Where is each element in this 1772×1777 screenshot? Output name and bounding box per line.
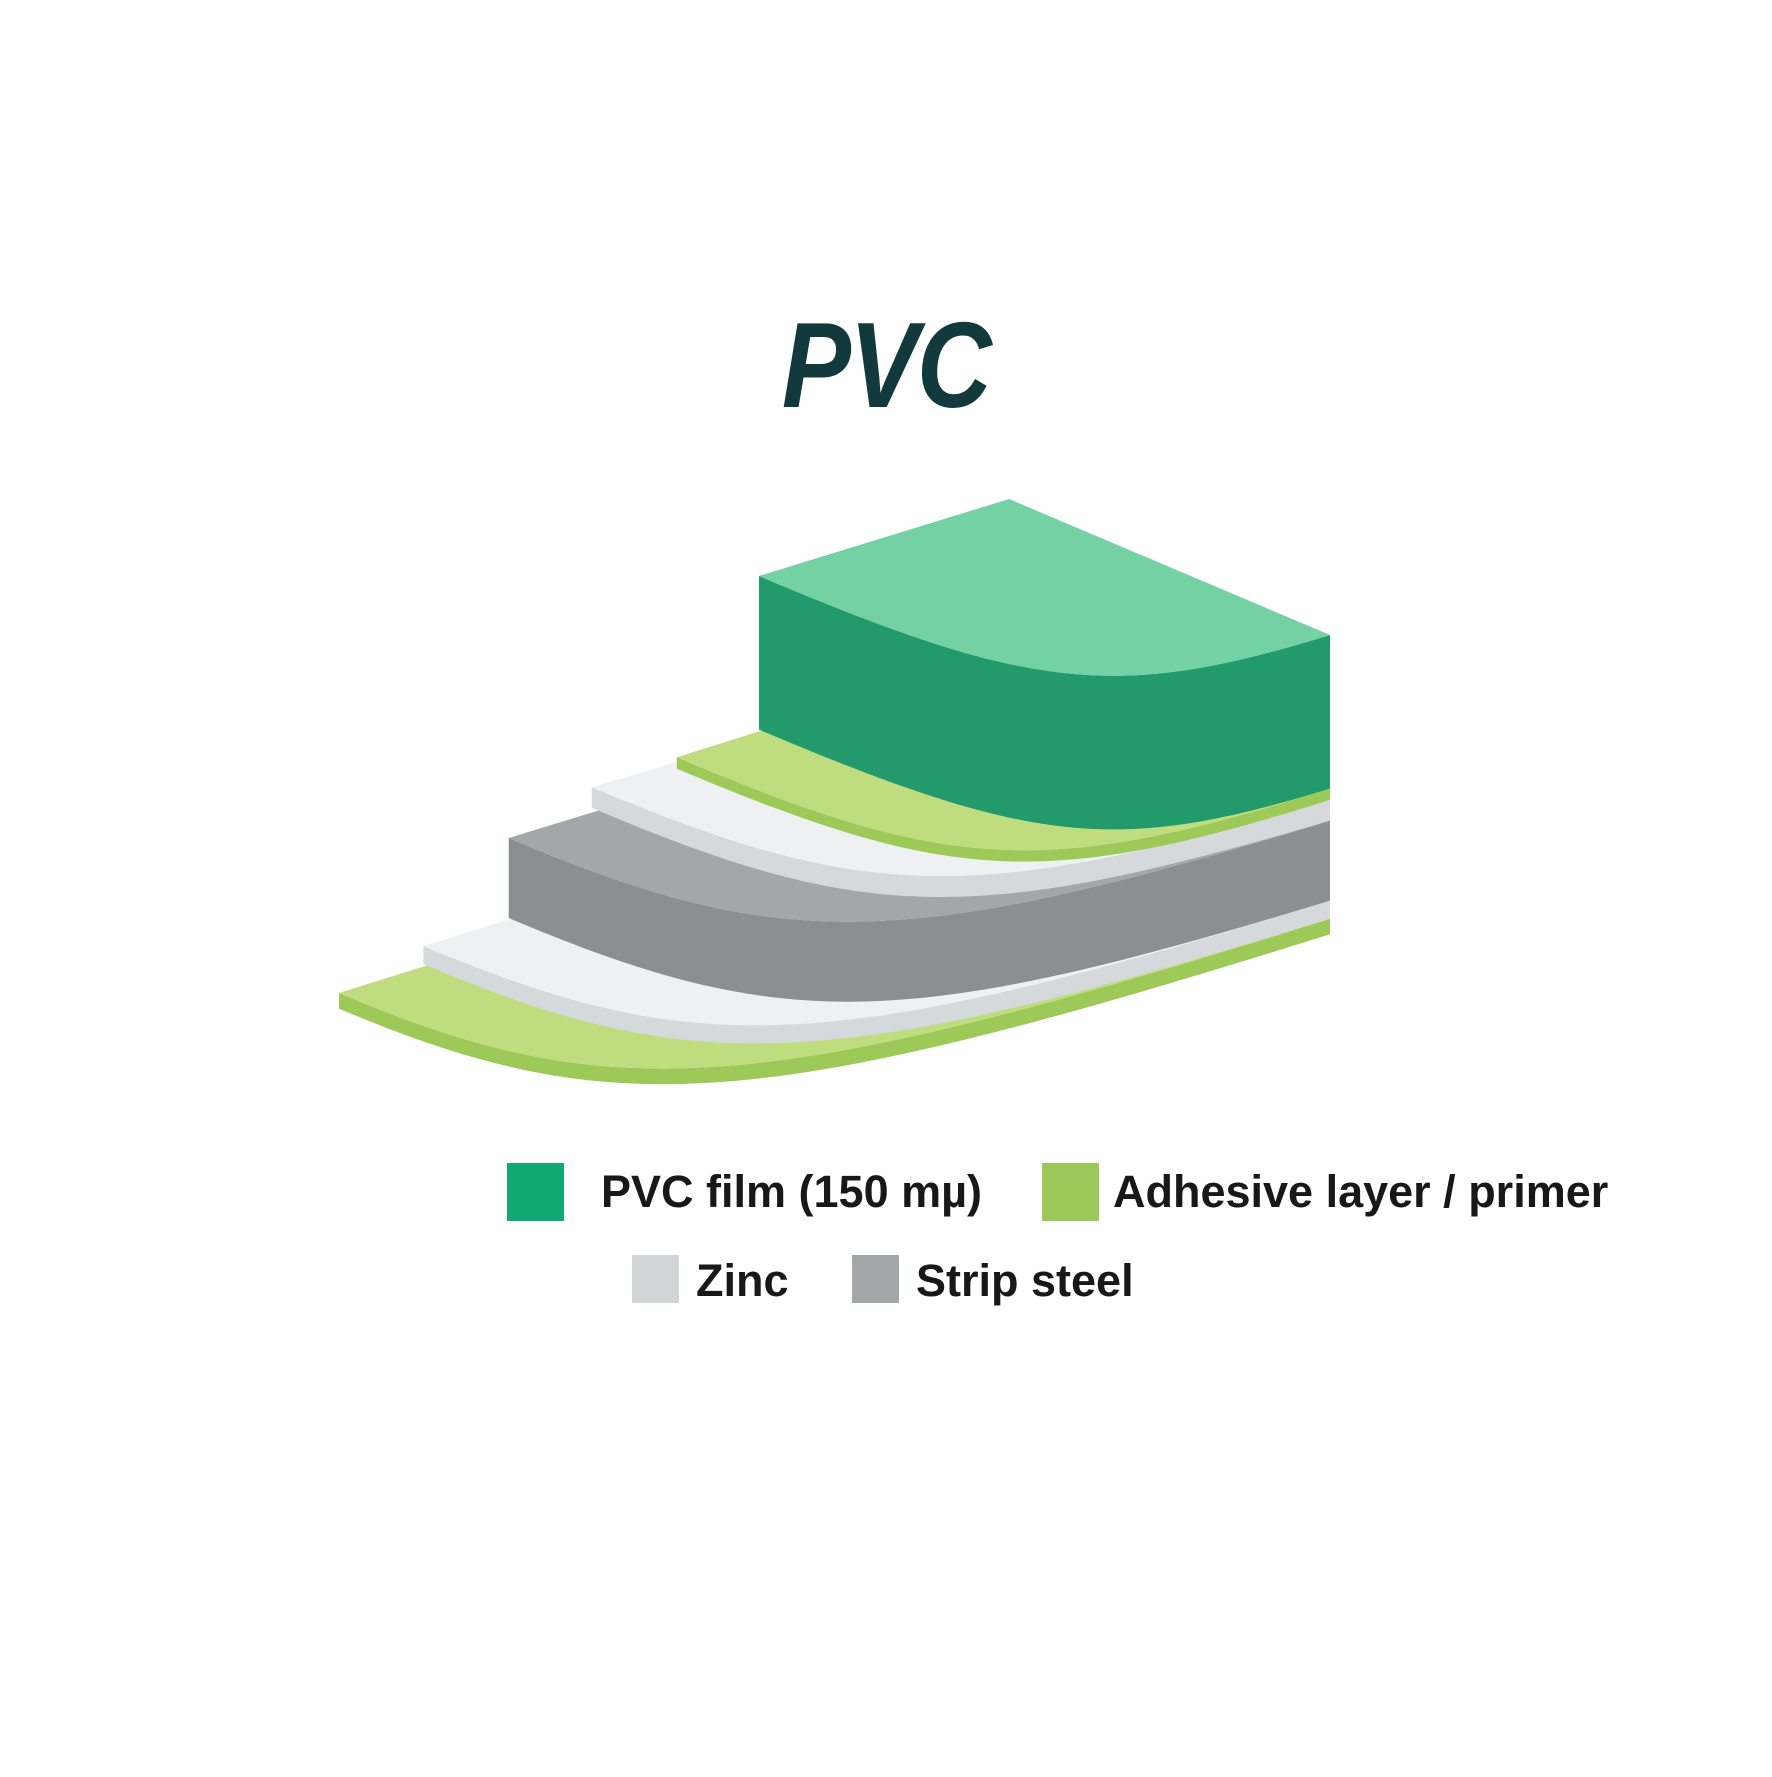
svg-text:Zinc: Zinc (696, 1255, 789, 1306)
svg-text:PVC film (150 mµ): PVC film (150 mµ) (601, 1166, 982, 1217)
svg-text:Adhesive layer / primer: Adhesive layer / primer (1113, 1166, 1608, 1217)
svg-text:Strip steel: Strip steel (916, 1255, 1134, 1306)
svg-text:PVC: PVC (782, 297, 994, 433)
